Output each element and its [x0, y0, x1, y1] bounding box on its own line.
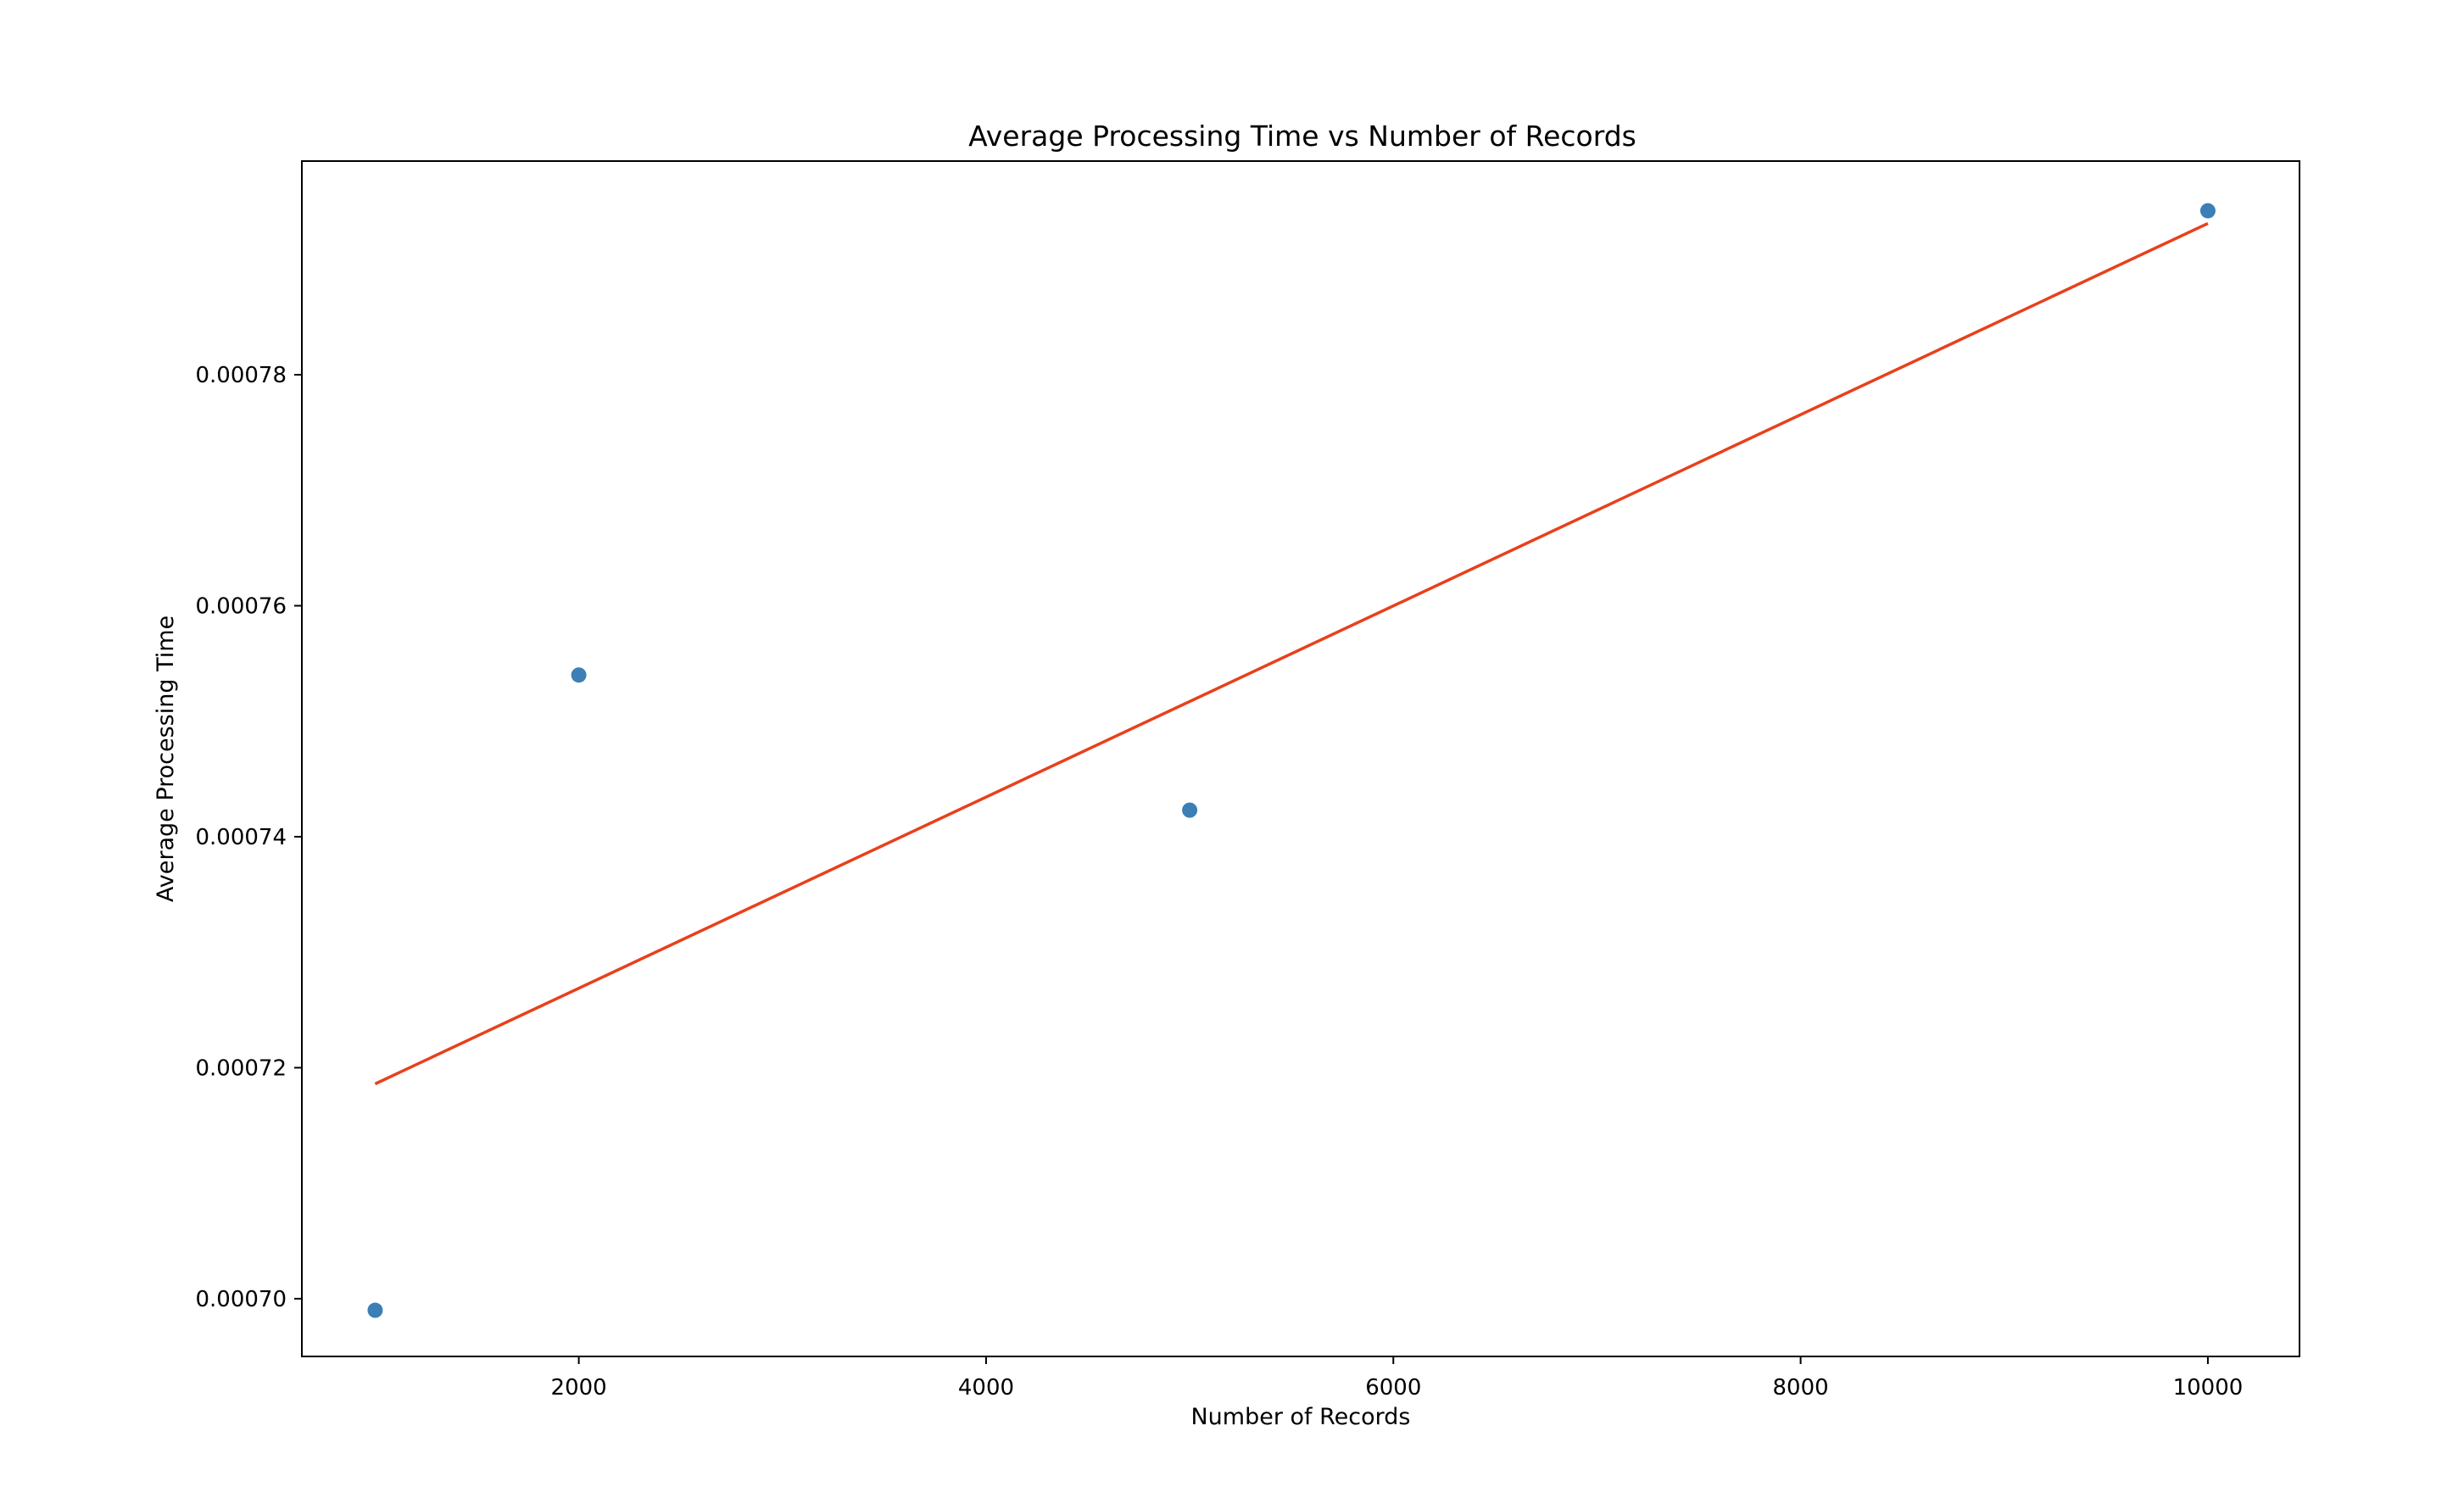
x-tick-label: 10000 [2173, 1375, 2244, 1401]
x-tick-label: 4000 [958, 1375, 1014, 1401]
y-axis-label: Average Processing Time [153, 615, 179, 902]
x-tick-label: 6000 [1365, 1375, 1421, 1401]
x-axis-label: Number of Records [1190, 1404, 1410, 1430]
plot-area-frame [301, 160, 2300, 1357]
y-tick-label: 0.00072 [195, 1055, 287, 1081]
y-axis-ticks: 0.00070 0.00072 0.00074 0.00076 0.00078 [195, 363, 302, 1312]
y-tick-label: 0.00074 [195, 825, 287, 850]
data-point [367, 1302, 383, 1318]
trend-line [374, 221, 2209, 1086]
x-tick-label: 2000 [551, 1375, 607, 1401]
x-tick-label: 8000 [1773, 1375, 1829, 1401]
y-tick-label: 0.00070 [195, 1287, 287, 1312]
data-point [571, 667, 587, 683]
y-tick-label: 0.00076 [195, 593, 287, 619]
y-tick-label: 0.00078 [195, 363, 287, 388]
chart-title: Average Processing Time vs Number of Rec… [968, 120, 1636, 153]
data-series [367, 203, 2216, 1318]
data-point [1182, 802, 1198, 818]
x-axis-ticks: 2000 4000 6000 8000 10000 [551, 1356, 2244, 1401]
data-point [2199, 203, 2216, 219]
